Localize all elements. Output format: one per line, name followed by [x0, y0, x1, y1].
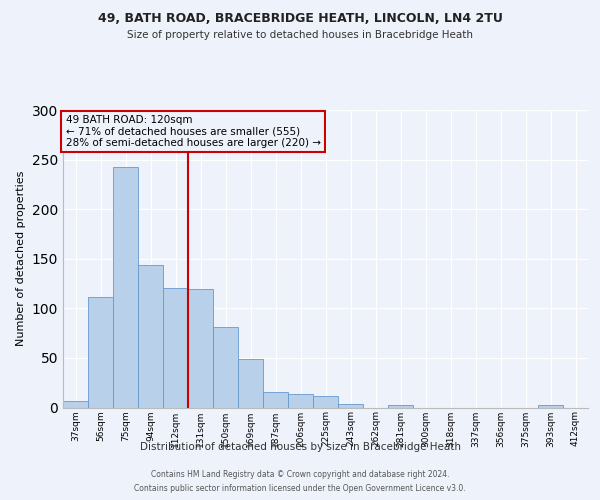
Bar	[263, 392, 288, 407]
Bar	[213, 327, 238, 407]
Bar	[113, 166, 138, 408]
Bar	[88, 298, 113, 408]
Y-axis label: Number of detached properties: Number of detached properties	[16, 171, 26, 346]
Text: 49, BATH ROAD, BRACEBRIDGE HEATH, LINCOLN, LN4 2TU: 49, BATH ROAD, BRACEBRIDGE HEATH, LINCOL…	[98, 12, 502, 26]
Text: Size of property relative to detached houses in Bracebridge Heath: Size of property relative to detached ho…	[127, 30, 473, 40]
Bar	[313, 396, 338, 407]
Bar	[238, 359, 263, 408]
Bar	[163, 288, 188, 408]
Bar	[288, 394, 313, 407]
Bar	[188, 288, 213, 408]
Bar	[538, 404, 563, 407]
Bar	[138, 264, 163, 408]
Bar	[338, 404, 363, 407]
Text: Contains public sector information licensed under the Open Government Licence v3: Contains public sector information licen…	[134, 484, 466, 493]
Bar	[388, 404, 413, 407]
Bar	[63, 400, 88, 407]
Text: Distribution of detached houses by size in Bracebridge Heath: Distribution of detached houses by size …	[139, 442, 461, 452]
Text: Contains HM Land Registry data © Crown copyright and database right 2024.: Contains HM Land Registry data © Crown c…	[151, 470, 449, 479]
Text: 49 BATH ROAD: 120sqm
← 71% of detached houses are smaller (555)
28% of semi-deta: 49 BATH ROAD: 120sqm ← 71% of detached h…	[65, 115, 320, 148]
